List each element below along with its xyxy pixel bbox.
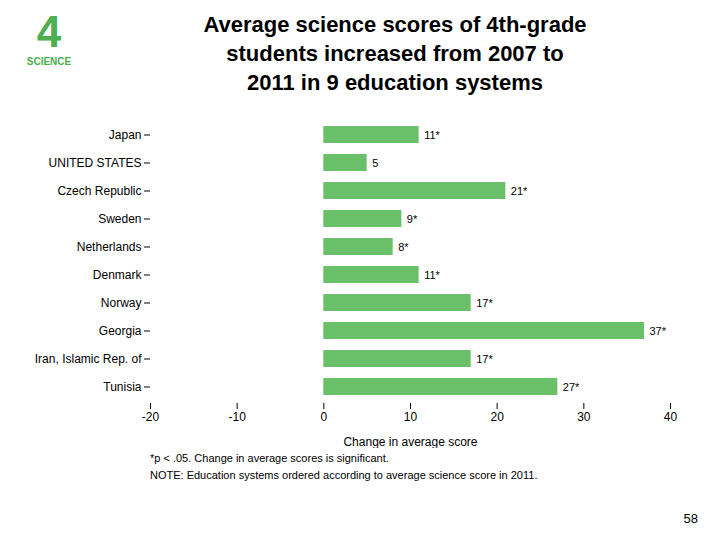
svg-text:Sweden: Sweden [98, 212, 141, 226]
html-text:4: 4 [36, 7, 62, 56]
html-text:students increased from 2007 t: students increased from 2007 to [226, 41, 564, 66]
svg-text:0: 0 [320, 410, 327, 424]
html-text:Average science scores of 4th-: Average science scores of 4th-grade [203, 12, 587, 37]
html-text:NOTE: Education systems ordere: NOTE: Education systems ordered accordin… [150, 469, 538, 481]
html-text:*p < .05. Change in average sc: *p < .05. Change in average scores is si… [150, 452, 389, 464]
svg-text:Georgia: Georgia [99, 324, 142, 338]
svg-text:-10: -10 [228, 410, 246, 424]
svg-text:5: 5 [372, 157, 378, 169]
svg-text:Iran, Islamic Rep. of: Iran, Islamic Rep. of [35, 352, 142, 366]
svg-text:10: 10 [404, 410, 418, 424]
svg-text:11*: 11* [424, 129, 440, 141]
svg-text:27*: 27* [563, 381, 580, 393]
svg-text:Japan: Japan [109, 128, 142, 142]
svg-text:8*: 8* [398, 241, 409, 253]
svg-text:17*: 17* [476, 297, 493, 309]
svg-text:17*: 17* [476, 353, 493, 365]
svg-text:Czech Republic: Czech Republic [57, 184, 141, 198]
svg-text:Netherlands: Netherlands [77, 240, 142, 254]
svg-text:Denmark: Denmark [93, 268, 143, 282]
html-text:2011 in 9 education systems: 2011 in 9 education systems [247, 70, 543, 95]
svg-text:Tunisia: Tunisia [103, 380, 142, 394]
svg-text:UNITED STATES: UNITED STATES [49, 156, 142, 170]
svg-text:30: 30 [577, 410, 591, 424]
svg-text:37*: 37* [650, 325, 667, 337]
html-text:58: 58 [683, 511, 698, 526]
svg-text:Norway: Norway [101, 296, 142, 310]
svg-text:21*: 21* [511, 185, 528, 197]
html-text:SCIENCE: SCIENCE [26, 56, 72, 67]
svg-text:40: 40 [664, 410, 678, 424]
svg-text:9*: 9* [407, 213, 418, 225]
svg-text:11*: 11* [424, 269, 440, 281]
svg-text:20: 20 [490, 410, 504, 424]
svg-text:-20: -20 [142, 410, 160, 424]
svg-text:Change in average score: Change in average score [343, 435, 477, 449]
